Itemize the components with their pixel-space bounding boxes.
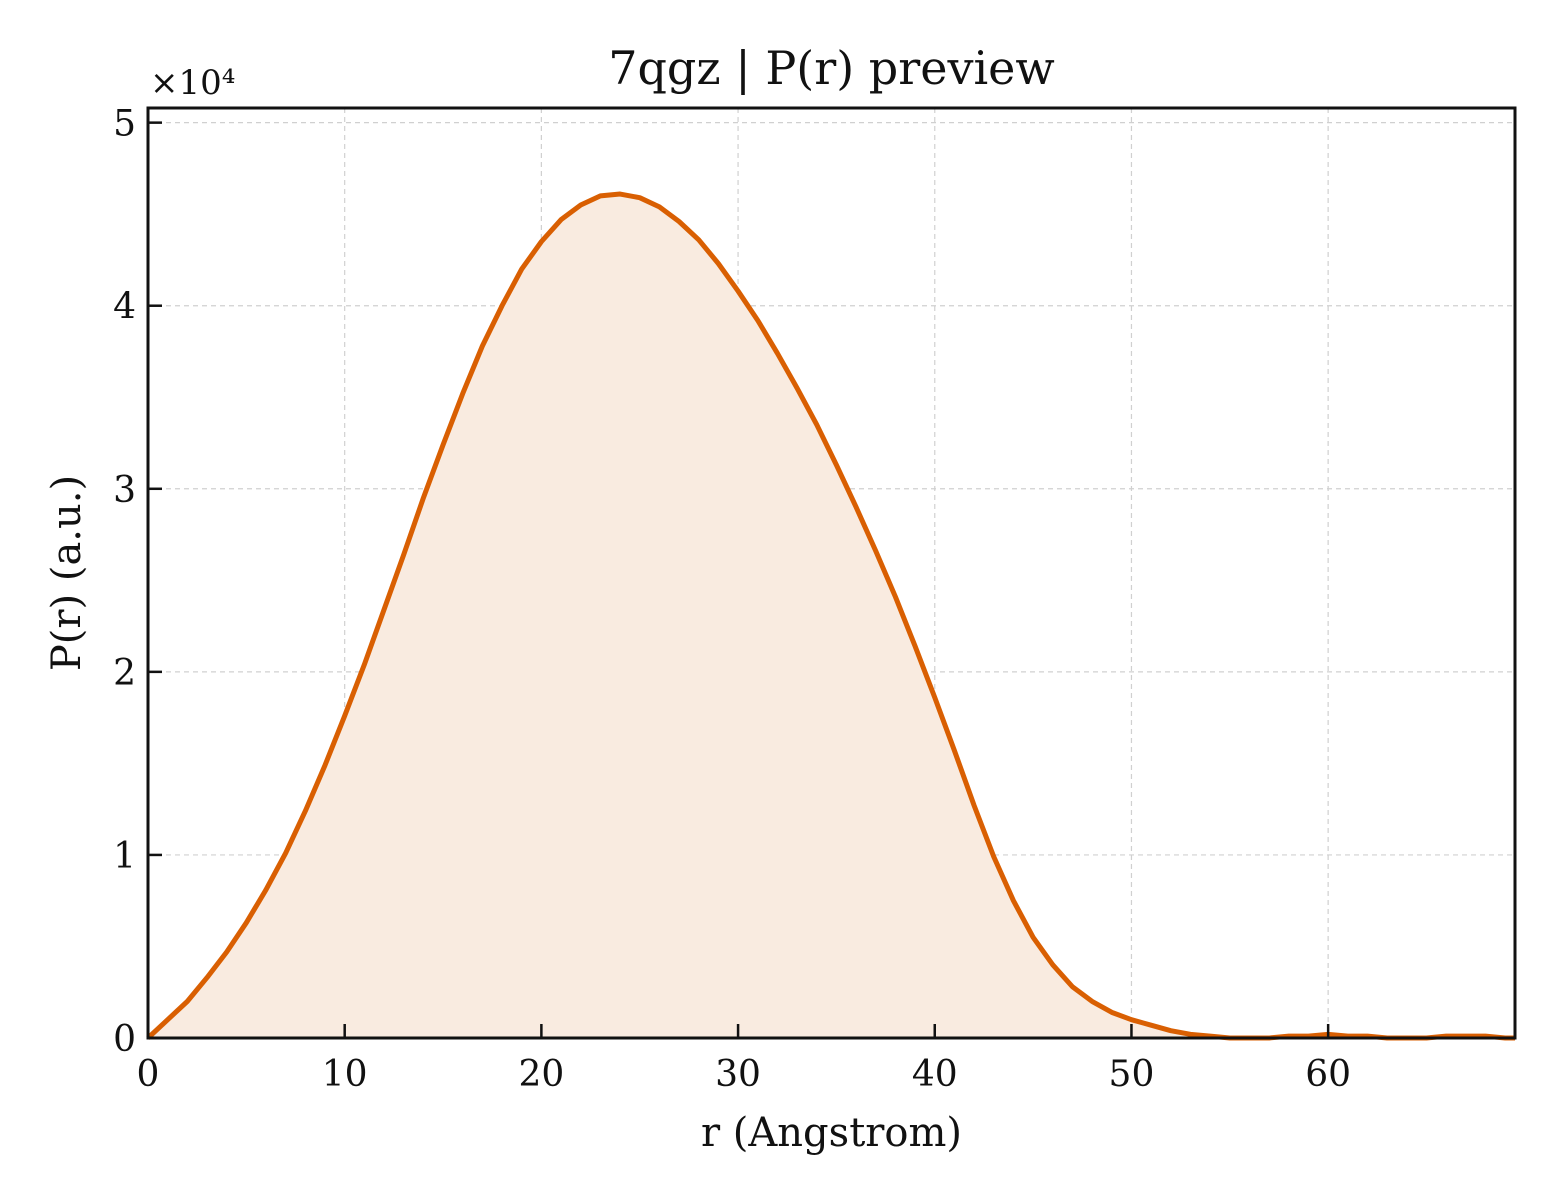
y-tick-label: 2 <box>113 653 136 694</box>
series-area-fill <box>148 194 1515 1039</box>
x-tick-label: 60 <box>1305 1054 1351 1095</box>
series-line <box>146 191 1515 1041</box>
y-tick-label: 4 <box>113 287 136 328</box>
plot-frame <box>146 106 1517 1040</box>
x-axis-label: r (Angstrom) <box>701 1110 962 1156</box>
x-tick-label: 40 <box>912 1054 958 1095</box>
y-scale-multiplier-label: ×10⁴ <box>150 63 235 103</box>
y-tick-label: 1 <box>113 836 136 877</box>
x-tick-label: 30 <box>715 1054 761 1095</box>
y-tick-label: 3 <box>113 470 136 511</box>
x-tick-label: 10 <box>322 1054 368 1095</box>
x-tick-label: 20 <box>518 1054 564 1095</box>
y-tick-label: 0 <box>113 1019 136 1060</box>
y-axis-label: P(r) (a.u.) <box>44 475 90 671</box>
x-tick-label: 50 <box>1109 1054 1155 1095</box>
axis-ticks: 0 10 20 30 40 50 60 0 1 2 3 4 5 <box>113 104 1351 1095</box>
x-tick-label: 0 <box>137 1054 160 1095</box>
chart-title: 7qgz | P(r) preview <box>608 41 1055 95</box>
y-tick-label: 5 <box>113 104 136 145</box>
